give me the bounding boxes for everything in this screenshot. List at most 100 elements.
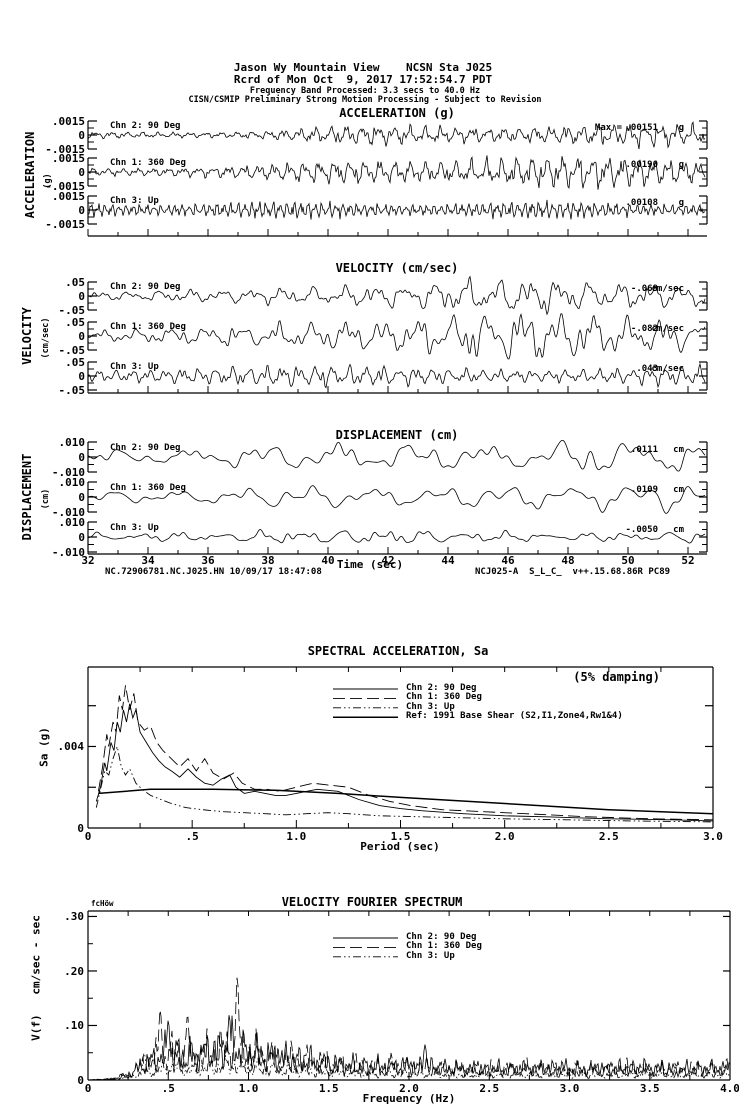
channel-label: Chn 3: Up bbox=[110, 362, 159, 372]
sa-xtick-label: 1.5 bbox=[390, 830, 411, 843]
max-value-label: .00190 bbox=[625, 160, 658, 170]
record-id-footer: NC.72906781.NC.J025.HN 10/09/17 18:47:08 bbox=[105, 567, 322, 577]
fourier-title: VELOCITY FOURIER SPECTRUM bbox=[281, 895, 463, 909]
displacement-panel bbox=[87, 439, 708, 555]
sa-legend-label: Ref: 1991 Base Shear (S2,I1,Zone4,Rw1&4) bbox=[406, 711, 623, 722]
displacement-ylabel-unit: (cm) bbox=[40, 488, 51, 510]
trace-scale-top-label: .05 bbox=[65, 276, 85, 289]
trace-scale-zero-label: 0 bbox=[78, 370, 85, 383]
velocity-ylabel: VELOCITY bbox=[20, 307, 34, 365]
channel-label: Chn 3: Up bbox=[110, 196, 159, 206]
time-tick-label: 48 bbox=[561, 554, 575, 567]
max-value-label: -.082 bbox=[630, 324, 658, 334]
header-disclaimer-line: CISN/CSMIP Preliminary Strong Motion Pro… bbox=[188, 95, 542, 105]
sa-xtick-label: 2.5 bbox=[598, 830, 619, 843]
channel-label: Chn 2: 90 Deg bbox=[110, 121, 181, 131]
trace-scale-top-label: .0015 bbox=[51, 115, 85, 128]
trace-scale-zero-label: 0 bbox=[78, 330, 85, 343]
sa-ytick-label: 0 bbox=[77, 822, 84, 835]
max-value-label: .00108 bbox=[625, 198, 658, 208]
time-axis-label: Time (sec) bbox=[336, 558, 404, 571]
trace-scale-bottom-label: -.05 bbox=[58, 384, 86, 397]
max-unit-label: cm/sec bbox=[651, 324, 684, 334]
max-unit-label: cm bbox=[673, 445, 684, 455]
trace-scale-zero-label: 0 bbox=[78, 531, 85, 544]
fourier-xtick-label: 2.5 bbox=[479, 1082, 500, 1095]
fourier-xtick-label: 3.0 bbox=[559, 1082, 580, 1095]
channel-label: Chn 3: Up bbox=[110, 523, 159, 533]
trace-scale-bottom-label: -.0015 bbox=[45, 143, 85, 156]
sa-chart bbox=[87, 666, 714, 829]
sa-damping-annotation: (5% damping) bbox=[573, 670, 660, 684]
displacement-title: DISPLACEMENT (cm) bbox=[335, 428, 459, 442]
max-unit-label: g bbox=[678, 198, 684, 208]
displacement-ylabel: DISPLACEMENT bbox=[20, 453, 34, 541]
time-tick-label: 36 bbox=[201, 554, 215, 567]
max-unit-label: g bbox=[678, 123, 684, 133]
trace-scale-zero-label: 0 bbox=[78, 451, 85, 464]
fourier-chart bbox=[87, 910, 731, 1081]
acceleration-panel bbox=[87, 120, 708, 237]
max-unit-label: cm/sec bbox=[651, 284, 684, 294]
acceleration-title: ACCELERATION (g) bbox=[339, 106, 455, 120]
max-unit-label: cm bbox=[673, 525, 684, 535]
trace-scale-zero-label: 0 bbox=[78, 204, 85, 217]
trace-scale-bottom-label: -.0015 bbox=[45, 218, 85, 231]
fourier-corner-frequency-label: fcHöw bbox=[91, 899, 114, 908]
max-unit-label: cm bbox=[673, 485, 684, 495]
time-tick-label: 44 bbox=[441, 554, 455, 567]
trace-scale-zero-label: 0 bbox=[78, 290, 85, 303]
channel-label: Chn 2: 90 Deg bbox=[110, 443, 181, 453]
time-tick-label: 50 bbox=[621, 554, 635, 567]
time-tick-label: 38 bbox=[261, 554, 275, 567]
channel-label: Chn 1: 360 Deg bbox=[110, 322, 186, 332]
sa-ytick-label: .004 bbox=[57, 740, 85, 754]
sa-xtick-label: 0 bbox=[84, 830, 92, 843]
fourier-xtick-label: 1.0 bbox=[238, 1082, 259, 1095]
fourier-xtick-label: .5 bbox=[161, 1082, 175, 1095]
time-tick-label: 42 bbox=[381, 554, 395, 567]
sa-xtick-label: 1.0 bbox=[286, 830, 307, 843]
trace-scale-top-label: .010 bbox=[58, 476, 86, 489]
trace-scale-bottom-label: -.0015 bbox=[45, 180, 85, 193]
trace-scale-bottom-label: -.010 bbox=[51, 546, 85, 559]
fourier-ylabel: V(f) cm/sec - sec bbox=[29, 915, 43, 1041]
fourier-legend-label: Chn 3: Up bbox=[406, 950, 455, 961]
time-tick-label: 32 bbox=[81, 554, 95, 567]
max-value-label: .043 bbox=[636, 364, 658, 374]
fourier-legend-label: Chn 2: 90 Deg bbox=[406, 932, 477, 942]
max-value-label: .0109 bbox=[630, 485, 658, 495]
sa-ylabel: Sa (g) bbox=[37, 727, 51, 767]
velocity-title: VELOCITY (cm/sec) bbox=[335, 261, 459, 275]
max-unit-label: cm/sec bbox=[651, 364, 684, 374]
trace-scale-bottom-label: -.010 bbox=[51, 466, 85, 479]
header-station-line: Jason Wy Mountain View NCSN Sta J025 bbox=[233, 61, 493, 74]
max-unit-label: g bbox=[678, 160, 684, 170]
max-value-label: -.0050 bbox=[625, 525, 658, 535]
time-tick-label: 34 bbox=[141, 554, 155, 567]
trace-scale-top-label: .05 bbox=[65, 356, 85, 369]
sa-xtick-label: .5 bbox=[185, 830, 199, 843]
fourier-ytick-label: .30 bbox=[64, 910, 84, 924]
max-value-label: .00151 bbox=[625, 123, 658, 133]
fourier-xtick-label: 2.0 bbox=[399, 1082, 419, 1095]
velocity-panel bbox=[87, 275, 708, 394]
sa-legend-label: Chn 2: 90 Deg bbox=[406, 683, 477, 693]
fourier-ytick-label: .20 bbox=[64, 964, 84, 978]
fourier-xtick-label: 4.0 bbox=[720, 1082, 739, 1095]
trace-scale-top-label: .010 bbox=[58, 436, 86, 449]
header-record-line: Rcrd of Mon Oct 9, 2017 17:52:54.7 PDT bbox=[233, 73, 493, 86]
fourier-ytick-label: .10 bbox=[64, 1019, 84, 1033]
trace-scale-zero-label: 0 bbox=[78, 166, 85, 179]
acceleration-ylabel: ACCELERATION bbox=[23, 131, 37, 219]
trace-scale-bottom-label: -.05 bbox=[58, 344, 86, 357]
header-band-line: Frequency Band Processed: 3.3 secs to 40… bbox=[249, 86, 481, 96]
sa-xtick-label: 3.0 bbox=[703, 830, 723, 843]
trace-scale-top-label: .0015 bbox=[51, 152, 85, 165]
trace-scale-zero-label: 0 bbox=[78, 129, 85, 142]
sa-xlabel: Period (sec) bbox=[360, 840, 440, 853]
trace-scale-top-label: .05 bbox=[65, 316, 85, 329]
channel-label: Chn 2: 90 Deg bbox=[110, 282, 181, 292]
